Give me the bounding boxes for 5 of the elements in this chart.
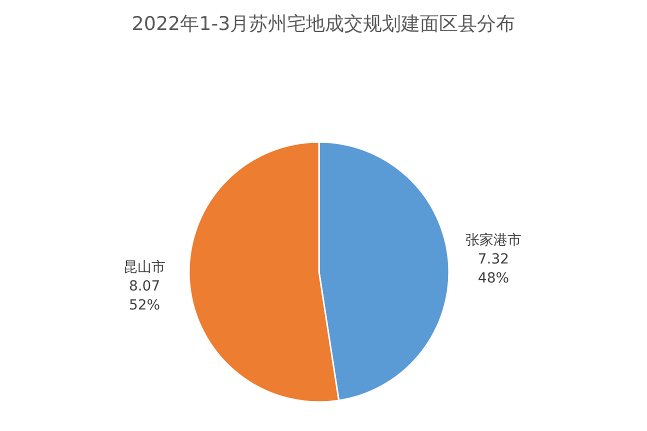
slice-label: 昆山市 <box>124 259 166 276</box>
data-label: 8.07 52% <box>128 278 160 314</box>
data-label: 7.32 48% <box>478 252 510 287</box>
chart-title: 2022年1-3月苏州宅地成交规划建面区县分布 <box>132 13 516 35</box>
slice-label: 张家港市 <box>465 232 522 249</box>
